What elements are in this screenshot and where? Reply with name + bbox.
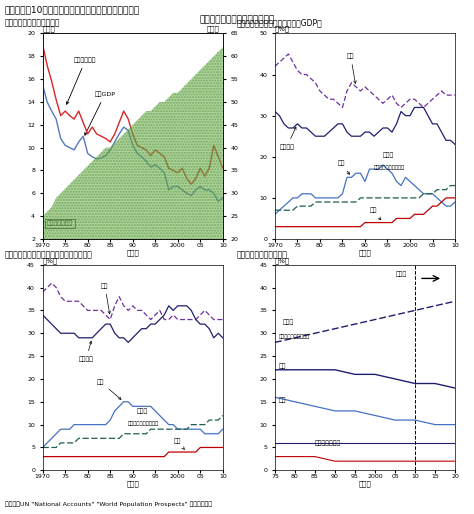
Text: 日本: 日本 <box>97 379 121 399</box>
Text: 人口（目盛右）: 人口（目盛右） <box>47 221 73 226</box>
Text: アジア: アジア <box>283 320 294 325</box>
Text: （２）世界経済の構成比（名目GDP）: （２）世界経済の構成比（名目GDP） <box>237 19 323 28</box>
Text: （４）世界人口の構成比: （４）世界人口の構成比 <box>237 250 288 259</box>
Text: アジア: アジア <box>383 152 394 158</box>
Text: 名目家計消費: 名目家計消費 <box>66 58 97 104</box>
Text: （%）: （%） <box>43 257 58 264</box>
Text: （%）: （%） <box>275 26 290 32</box>
Text: （１）世界経済／日本経済: （１）世界経済／日本経済 <box>5 19 60 28</box>
X-axis label: （年）: （年） <box>359 250 371 256</box>
Text: アジア: アジア <box>137 409 148 414</box>
Text: （３）世界消費の構成比（名目家計消費）: （３）世界消費の構成比（名目家計消費） <box>5 250 92 259</box>
Text: 中国: 中国 <box>173 438 184 449</box>
Text: アメリカ: アメリカ <box>280 127 296 150</box>
X-axis label: （年）: （年） <box>127 481 139 487</box>
Text: （倍）: （倍） <box>43 26 55 32</box>
Text: 欧州: 欧州 <box>279 397 286 403</box>
Text: 我が国の経済は地位が低下傾向: 我が国の経済は地位が低下傾向 <box>200 15 274 25</box>
Text: 日本　アメリカ: 日本 アメリカ <box>315 440 341 446</box>
X-axis label: （年）: （年） <box>359 481 371 487</box>
X-axis label: （年）: （年） <box>127 250 139 256</box>
Text: アメリカ: アメリカ <box>79 341 94 362</box>
Text: 欧州: 欧州 <box>347 53 356 83</box>
Text: （備考）UN "National Accounts" "World Population Prospects" により作成。: （備考）UN "National Accounts" "World Popula… <box>5 502 212 507</box>
Text: 欧州: 欧州 <box>101 283 110 314</box>
Text: （日本、中国を除く）: （日本、中国を除く） <box>279 334 310 339</box>
Text: 第３－２－10図　世界経済における我が国の立ち位置: 第３－２－10図 世界経済における我が国の立ち位置 <box>5 5 140 14</box>
Text: （%）: （%） <box>275 257 290 264</box>
Text: （日本、中国を除く）: （日本、中国を除く） <box>374 165 405 170</box>
Text: 日本: 日本 <box>338 160 349 174</box>
Text: 中国: 中国 <box>279 363 286 369</box>
Text: 推計値: 推計値 <box>396 271 407 277</box>
Text: （日本、中国を除く）: （日本、中国を除く） <box>128 420 159 426</box>
Text: 中国: 中国 <box>370 208 381 220</box>
Text: 名目GDP: 名目GDP <box>85 91 115 135</box>
Text: （倍）: （倍） <box>206 26 219 32</box>
